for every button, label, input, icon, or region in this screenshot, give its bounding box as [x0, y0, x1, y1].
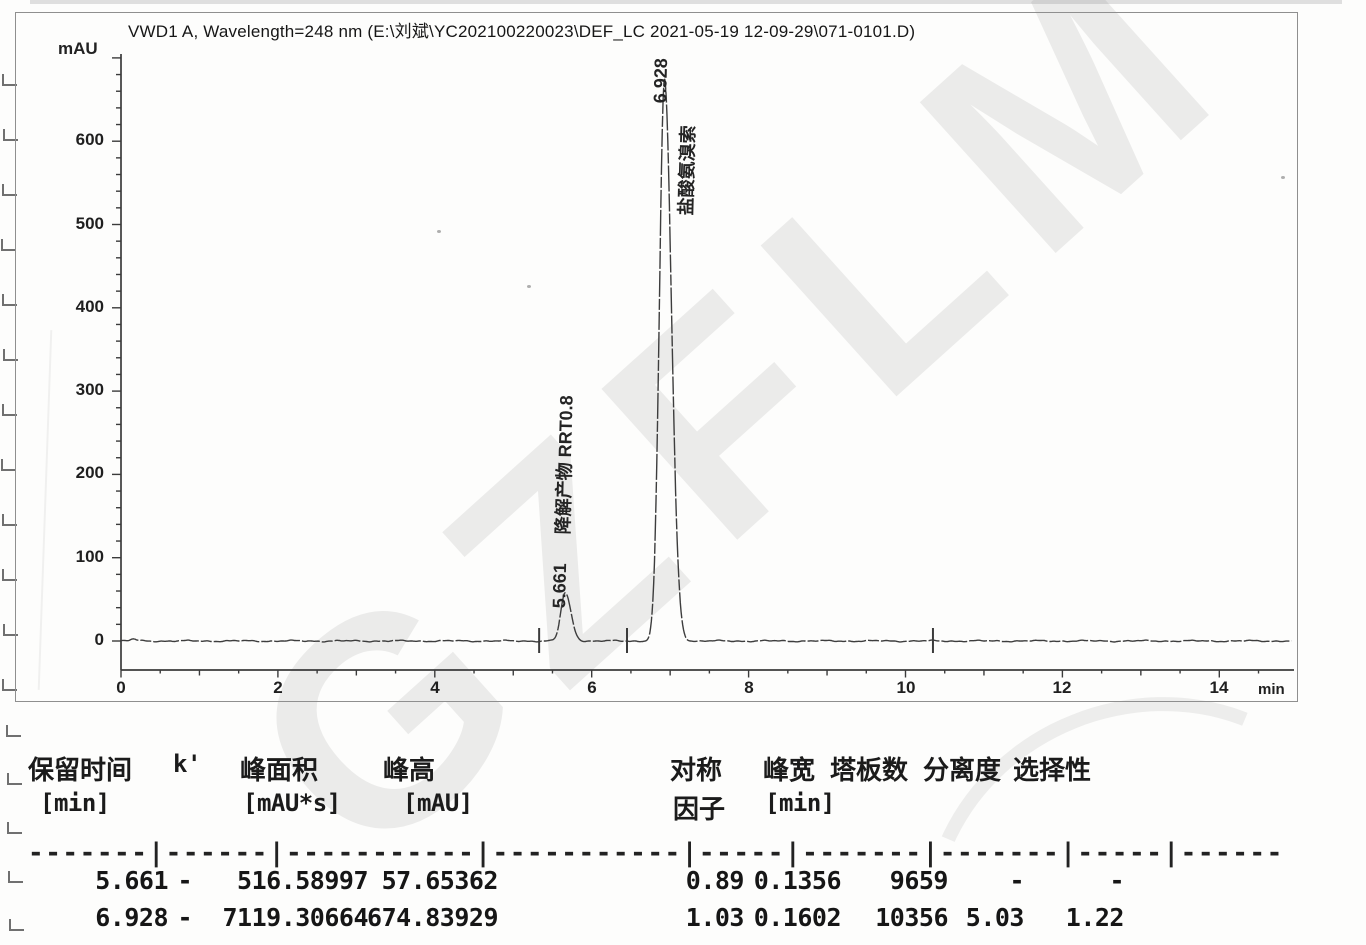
- y-axis-tick-label: 0: [94, 630, 104, 649]
- table-header: 塔板数: [830, 755, 909, 785]
- edge-mark: [3, 349, 18, 361]
- x-axis-tick-label: 6: [587, 678, 597, 697]
- y-axis-tick-label: 300: [75, 380, 104, 399]
- table-cell: 7119.30664: [222, 903, 368, 932]
- table-header-unit: [mAU*s]: [243, 789, 341, 817]
- table-header-unit: 因子: [673, 794, 726, 824]
- table-cell: -: [1109, 866, 1124, 895]
- table-header: k': [173, 750, 201, 778]
- scan-speck: [437, 230, 441, 233]
- table-cell: 0.1602: [753, 903, 842, 932]
- table-header: 峰高: [383, 755, 436, 785]
- table-cell: 10356: [875, 903, 948, 932]
- table-header: 分离度: [923, 755, 1002, 785]
- chromatogram-trace: [120, 78, 1292, 643]
- table-cell: 5.661: [95, 866, 168, 895]
- edge-mark: [2, 679, 17, 691]
- peak2-retention-time-label: 6.928: [650, 57, 672, 104]
- x-axis-tick-label: 10: [896, 678, 916, 697]
- table-cell: 1.03: [685, 903, 745, 932]
- x-axis-tick-label: 8: [744, 678, 754, 697]
- table-header-unit: [min]: [40, 789, 110, 817]
- edge-mark: [2, 569, 17, 581]
- edge-mark: [2, 514, 17, 526]
- table-cell: 674.83929: [367, 903, 498, 932]
- edge-mark: [2, 404, 17, 416]
- table-header-unit: [min]: [765, 789, 835, 817]
- edge-mark: [1, 239, 16, 251]
- scan-edge-streak: [30, 0, 1342, 4]
- x-axis-tick-label: 4: [430, 678, 440, 697]
- y-axis-tick-label: 600: [75, 130, 104, 149]
- scan-speck: [527, 285, 531, 288]
- table-header-unit: [mAU]: [403, 789, 473, 817]
- chromatogram-title: VWD1 A, Wavelength=248 nm (E:\刘斌\YC20210…: [128, 22, 916, 41]
- edge-mark: [8, 871, 23, 883]
- x-axis-tick-label: 14: [1209, 678, 1229, 697]
- table-separator-line: -------|------|-----------|-----------|-…: [28, 838, 1284, 868]
- edge-mark: [2, 294, 17, 306]
- table-cell: -: [177, 866, 192, 895]
- table-header: 峰宽: [763, 755, 816, 785]
- chromatogram-plot: [112, 54, 1294, 678]
- table-header: 选择性: [1013, 755, 1092, 785]
- chromatogram-frame: [15, 12, 1298, 702]
- y-axis-tick-label: 500: [75, 214, 104, 233]
- peak1-retention-time-label: 5.661: [549, 562, 571, 609]
- table-cell: 0.1356: [753, 866, 842, 895]
- y-axis-tick-label: 200: [75, 463, 104, 482]
- edge-mark: [1, 459, 16, 471]
- scan-speck: [1281, 176, 1285, 179]
- table-cell: -: [1009, 866, 1024, 895]
- table-cell: 516.58997: [237, 866, 368, 895]
- table-cell: 9659: [889, 866, 949, 895]
- y-axis-tick-label: 100: [75, 547, 104, 566]
- table-cell: 57.65362: [381, 866, 499, 895]
- peak2-compound-name: 盐酸氨溴索: [675, 125, 699, 216]
- x-axis-tick-label: 12: [1052, 678, 1072, 697]
- table-header: 峰面积: [240, 755, 319, 785]
- table-cell: 0.89: [685, 866, 745, 895]
- table-header: 对称: [670, 755, 723, 785]
- x-axis-tick-label: 2: [273, 678, 283, 697]
- table-cell: 5.03: [965, 903, 1025, 932]
- table-cell: -: [177, 903, 192, 932]
- table-cell: 6.928: [95, 903, 168, 932]
- x-axis-tick-label: 0: [116, 678, 126, 697]
- x-axis-unit-label: min: [1258, 681, 1285, 698]
- table-cell: 1.22: [1065, 903, 1125, 932]
- edge-mark: [9, 919, 24, 931]
- y-axis-unit-label: mAU: [58, 39, 98, 58]
- table-header: 保留时间: [28, 755, 133, 785]
- edge-mark: [3, 129, 18, 141]
- edge-mark: [2, 74, 17, 86]
- edge-mark: [7, 773, 22, 785]
- edge-mark: [6, 725, 21, 737]
- peak1-compound-name: 降解产物 RRT0.8: [552, 395, 577, 535]
- edge-mark: [2, 184, 17, 196]
- y-axis-tick-label: 400: [75, 297, 104, 316]
- edge-mark: [7, 822, 22, 834]
- edge-mark: [3, 624, 18, 636]
